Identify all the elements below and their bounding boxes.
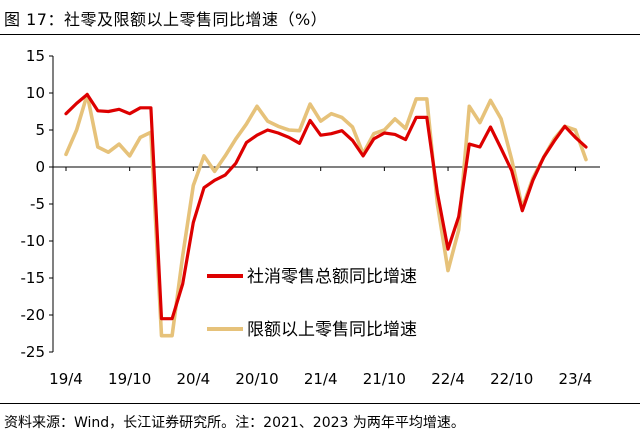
legend-label-1: 社消零售总额同比增速	[247, 267, 417, 287]
x-tick-label: 21/4	[304, 370, 338, 388]
x-tick-label: 19/10	[108, 370, 151, 388]
x-tick-label: 20/10	[235, 370, 278, 388]
x-tick-label: 20/4	[177, 370, 211, 388]
x-tick-label: 19/4	[49, 370, 83, 388]
series-line-1	[64, 92, 588, 321]
y-tick-label: -10	[21, 232, 46, 250]
y-tick-label: -5	[30, 195, 45, 213]
x-tick-label: 22/10	[490, 370, 533, 388]
series-line-2	[64, 92, 588, 338]
series-lines	[64, 92, 588, 338]
y-tick-label: 10	[26, 84, 45, 102]
y-tick-label: 15	[26, 47, 45, 65]
title-divider	[0, 34, 640, 35]
y-tick-label: 5	[35, 121, 45, 139]
x-tick-label: 22/4	[431, 370, 465, 388]
legend-label-2: 限额以上零售同比增速	[247, 320, 417, 340]
y-tick-label: -20	[21, 306, 46, 324]
y-tick-label: -15	[21, 269, 46, 287]
source-divider	[0, 403, 640, 404]
y-tick-label: 0	[35, 158, 45, 176]
x-tick-label: 21/10	[363, 370, 406, 388]
x-tick-label: 23/4	[559, 370, 593, 388]
y-tick-label: -25	[21, 343, 46, 361]
chart-title: 图 17：社零及限额以上零售同比增速（%）	[4, 10, 328, 29]
source-note: 资料来源：Wind，长江证券研究所。注：2021、2023 为两年平均增速。	[4, 415, 465, 431]
